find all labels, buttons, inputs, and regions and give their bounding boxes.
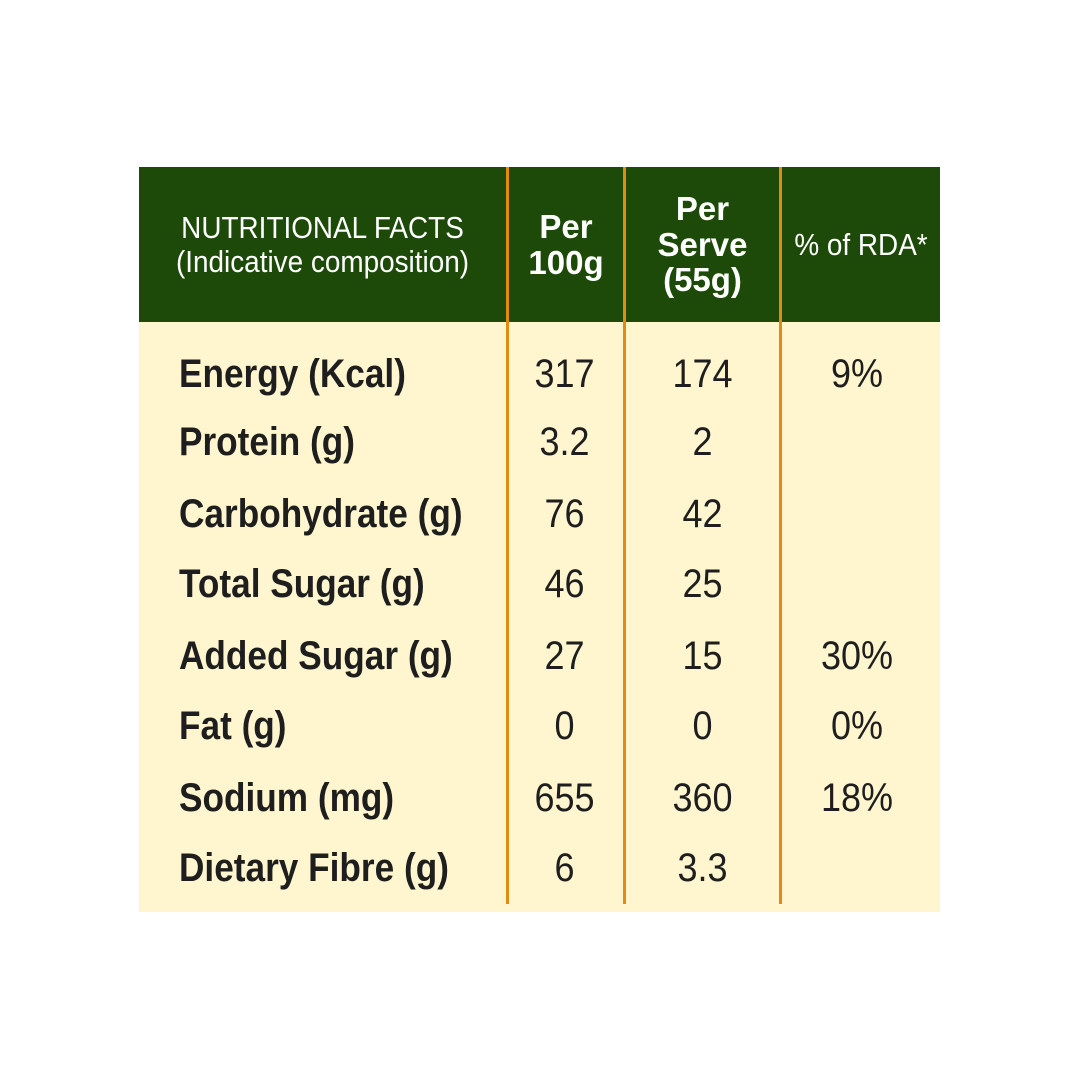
header-facts-subtitle: (Indicative composition) (175, 243, 470, 279)
table-row: Total Sugar (g) 46 25 (139, 549, 940, 619)
header-nutritional-facts: NUTRITIONAL FACTS (Indicative compositio… (157, 167, 487, 322)
header-per-100g-line2: 100g (528, 243, 604, 281)
header-rda-label: % of RDA* (794, 226, 928, 262)
table-row: Carbohydrate (g) 76 42 (139, 479, 940, 549)
row-per-serve: 2 (692, 419, 713, 464)
row-label: Carbohydrate (g) (179, 491, 463, 536)
header-per-100g-line1: Per (539, 207, 593, 245)
header-rda: % of RDA* (790, 167, 932, 322)
row-label: Total Sugar (g) (179, 561, 425, 606)
header-per-serve: Per Serve (55g) (626, 167, 779, 322)
header-per-serve-line3: (55g) (663, 261, 742, 299)
row-label: Protein (g) (179, 419, 355, 464)
row-per-serve: 174 (672, 351, 733, 396)
table-row: Energy (Kcal) 317 174 9% (139, 339, 940, 409)
row-per-serve: 15 (682, 633, 723, 678)
header-per-serve-line2: Serve (657, 225, 748, 263)
row-rda (790, 833, 925, 903)
header-per-100g: Per 100g (509, 167, 623, 322)
table-row: Dietary Fibre (g) 6 3.3 (139, 833, 940, 903)
row-per-serve: 0 (692, 703, 713, 748)
row-per-100g: 27 (544, 633, 585, 678)
row-per-serve: 42 (682, 491, 723, 536)
row-per-100g: 0 (554, 703, 575, 748)
column-divider (623, 167, 626, 904)
row-label: Fat (g) (179, 703, 287, 748)
row-per-100g: 3.2 (539, 419, 590, 464)
header-per-serve-line1: Per (675, 190, 730, 228)
column-divider (506, 167, 509, 904)
table-row: Sodium (mg) 655 360 18% (139, 763, 940, 833)
row-rda: 30% (820, 633, 894, 678)
row-rda (790, 407, 925, 477)
table-row: Added Sugar (g) 27 15 30% (139, 621, 940, 691)
row-per-100g: 655 (534, 775, 595, 820)
row-label: Dietary Fibre (g) (179, 845, 449, 890)
row-per-serve: 25 (682, 561, 723, 606)
row-rda: 0% (830, 703, 884, 748)
row-per-100g: 317 (534, 351, 595, 396)
row-per-serve: 360 (672, 775, 733, 820)
row-rda: 9% (830, 351, 884, 396)
row-rda (790, 549, 925, 619)
row-per-100g: 76 (544, 491, 585, 536)
row-label: Added Sugar (g) (179, 633, 453, 678)
row-label: Energy (Kcal) (179, 351, 406, 396)
header-facts-title: NUTRITIONAL FACTS (181, 210, 464, 246)
row-per-serve: 3.3 (677, 845, 728, 890)
table-row: Fat (g) 0 0 0% (139, 691, 940, 761)
table-row: Protein (g) 3.2 2 (139, 407, 940, 477)
row-per-100g: 6 (554, 845, 575, 890)
row-rda: 18% (820, 775, 894, 820)
row-rda (790, 479, 925, 549)
nutrition-facts-table: NUTRITIONAL FACTS (Indicative compositio… (139, 167, 940, 912)
row-label: Sodium (mg) (179, 775, 395, 820)
row-per-100g: 46 (544, 561, 585, 606)
table-header: NUTRITIONAL FACTS (Indicative compositio… (139, 167, 940, 322)
column-divider (779, 167, 782, 904)
